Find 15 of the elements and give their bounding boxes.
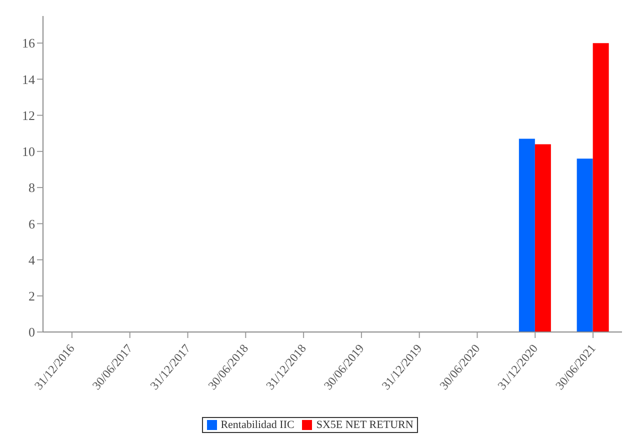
bar (518, 138, 535, 332)
y-tick-label: 0 (28, 324, 35, 340)
y-tick-label: 6 (28, 216, 36, 232)
bar (534, 144, 551, 332)
y-tick-label: 10 (22, 144, 35, 160)
y-tick-label: 2 (28, 288, 35, 304)
y-tick-label: 12 (22, 108, 35, 123)
y-tick-label: 16 (22, 36, 36, 51)
y-tick-label: 8 (28, 180, 35, 196)
legend-label: SX5E NET RETURN (315, 419, 414, 431)
bar (592, 43, 609, 332)
y-tick-label: 4 (28, 252, 36, 268)
bar (576, 158, 593, 332)
y-tick-label: 14 (22, 72, 36, 87)
legend-label: Rentabilidad IIC (220, 419, 294, 431)
